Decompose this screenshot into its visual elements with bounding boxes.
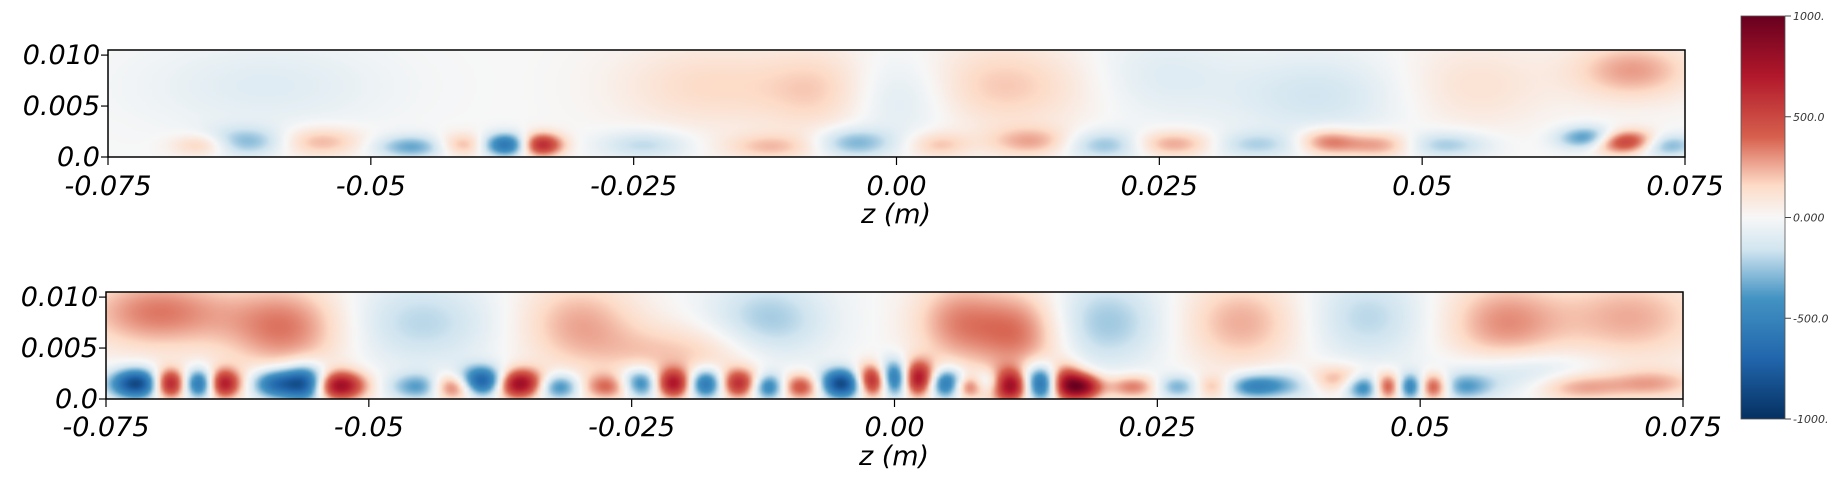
x-tick-label: -0.025 <box>590 171 677 202</box>
y-tick-label: 0.005 <box>23 91 100 122</box>
top-y-ticks: 0.0 0.005 0.010 <box>23 40 108 173</box>
y-tick-label: 0.0 <box>57 142 100 173</box>
colorbar: 1000. 500.0 0.000 -500.0 -1000. <box>1740 10 1828 426</box>
top-x-ticks: -0.075 -0.05 -0.025 0.00 0.025 0.05 0.075 <box>64 157 1724 202</box>
top-panel: -0.075 -0.05 -0.025 0.00 0.025 0.05 0.075 0.00… <box>23 40 1724 230</box>
colorbar-tick-label: 1000. <box>1793 10 1825 23</box>
top-x-axis-label: z (m) <box>860 199 931 230</box>
bottom-panel: -0.075 -0.05 -0.025 0.00 0.025 0.05 0.075 0.00… <box>21 282 1722 472</box>
colorbar-gradient <box>1740 15 1786 420</box>
y-tick-label: 0.005 <box>21 333 98 364</box>
bottom-y-ticks: 0.0 0.005 0.010 <box>21 282 106 415</box>
colorbar-tick-label: -500.0 <box>1793 312 1828 325</box>
y-tick-label: 0.0 <box>55 384 98 415</box>
colorbar-ticks: 1000. 500.0 0.000 -500.0 -1000. <box>1785 10 1828 426</box>
x-tick-label: -0.025 <box>588 412 675 443</box>
y-tick-label: 0.010 <box>23 40 100 71</box>
colorbar-tick-label: 500.0 <box>1793 111 1825 124</box>
x-tick-label: -0.05 <box>336 171 406 202</box>
bottom-x-ticks: -0.075 -0.05 -0.025 0.00 0.025 0.05 0.075 <box>62 399 1722 443</box>
x-tick-label: 0.025 <box>1121 171 1198 202</box>
x-tick-label: 0.05 <box>1392 171 1452 202</box>
x-tick-label: -0.075 <box>62 412 149 443</box>
x-tick-label: 0.00 <box>866 171 926 202</box>
bottom-heatmap <box>106 292 1683 399</box>
y-tick-label: 0.010 <box>21 282 98 313</box>
x-tick-label: 0.05 <box>1390 412 1450 443</box>
colorbar-tick-label: -1000. <box>1793 413 1828 426</box>
x-tick-label: -0.075 <box>64 171 151 202</box>
x-tick-label: -0.05 <box>334 412 404 443</box>
x-tick-label: 0.00 <box>864 412 924 443</box>
x-tick-label: 0.025 <box>1119 412 1196 443</box>
top-heatmap <box>108 50 1685 157</box>
bottom-x-axis-label: z (m) <box>858 441 929 472</box>
x-tick-label: 0.075 <box>1646 171 1723 202</box>
x-tick-label: 0.075 <box>1644 412 1721 443</box>
colorbar-tick-label: 0.000 <box>1793 212 1825 225</box>
